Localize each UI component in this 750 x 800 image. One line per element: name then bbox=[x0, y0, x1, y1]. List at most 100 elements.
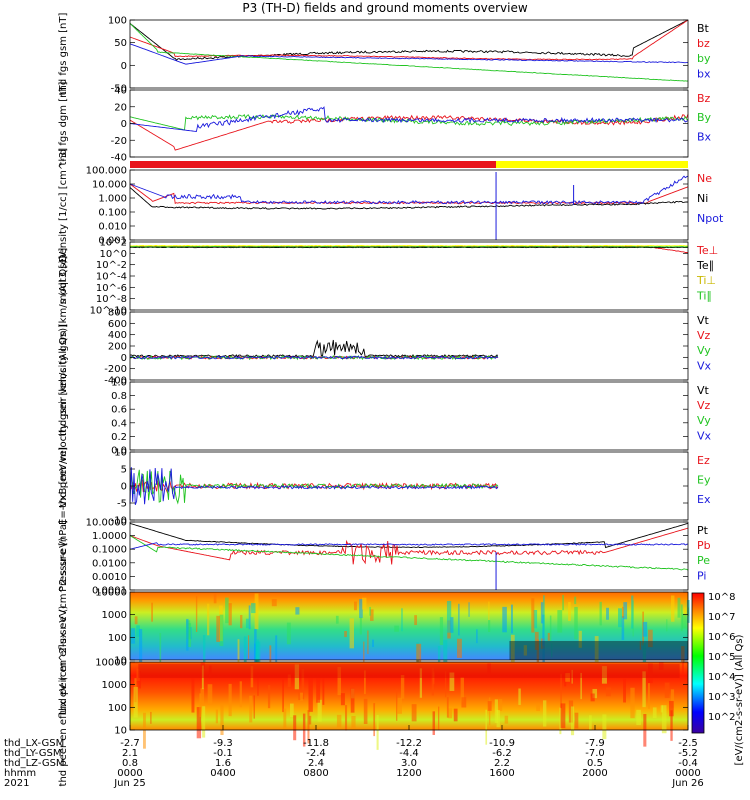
heatmap-streak bbox=[574, 712, 579, 729]
heatmap-streak bbox=[361, 597, 367, 610]
legend-bz: bz bbox=[697, 37, 710, 50]
colorbar-tick-label: 10^7 bbox=[708, 612, 735, 623]
x-unit-label: hhmm bbox=[4, 768, 36, 779]
heatmap-band bbox=[138, 664, 680, 678]
y-tick-label: 600 bbox=[108, 319, 127, 330]
x-tick-label: 0000 bbox=[675, 768, 700, 779]
ephemeris-value: -0.4 bbox=[678, 758, 698, 769]
y-tick-label: 0 bbox=[121, 482, 127, 493]
heatmap-streak bbox=[549, 615, 552, 641]
y-tick-label: 10 bbox=[114, 448, 127, 459]
colorbar-tick-label: 10^4 bbox=[708, 672, 735, 683]
heatmap-streak bbox=[448, 708, 453, 719]
series-line-Ex bbox=[129, 467, 499, 505]
y-tick-label: 0.0010 bbox=[92, 572, 127, 583]
heatmap-streak bbox=[243, 636, 247, 663]
y-tick-label: 0.2 bbox=[111, 432, 127, 443]
heatmap-streak bbox=[363, 641, 365, 673]
y-tick-label: 10 bbox=[114, 656, 127, 667]
heatmap-streak bbox=[534, 631, 539, 650]
y-tick-label: 0.0001 bbox=[92, 586, 127, 597]
y-tick-label: 0.1000 bbox=[92, 545, 127, 556]
legend-Te∥: Te∥ bbox=[696, 259, 714, 272]
y-tick-label: 10000 bbox=[95, 658, 127, 669]
heatmap-streak bbox=[283, 708, 287, 729]
heatmap-streak bbox=[336, 714, 342, 728]
heatmap-dark-region bbox=[509, 640, 688, 660]
heatmap-streak bbox=[228, 683, 232, 717]
ephemeris-value: -9.3 bbox=[213, 738, 233, 749]
legend-By: By bbox=[697, 111, 712, 124]
series-line-bx bbox=[129, 43, 689, 65]
heatmap-streak bbox=[289, 703, 294, 718]
heatmap-streak bbox=[574, 606, 578, 640]
y-axis-label: thd peir en eflux eV (cm^2-s-sr-eV) bbox=[58, 537, 69, 715]
heatmap-streak bbox=[255, 641, 261, 669]
legend-Npot: Npot bbox=[697, 212, 724, 225]
y-tick-label: -20 bbox=[111, 136, 127, 147]
heatmap-streak bbox=[363, 698, 368, 724]
series-line-Bz bbox=[129, 114, 689, 151]
heatmap-streak bbox=[299, 692, 303, 701]
heatmap-streak bbox=[680, 604, 683, 632]
legend-Ex: Ex bbox=[697, 493, 711, 506]
heatmap-streak bbox=[251, 603, 256, 614]
legend-Vt: Vt bbox=[697, 314, 710, 327]
heatmap-streak bbox=[322, 678, 325, 705]
y-tick-label: 0.0100 bbox=[92, 558, 127, 569]
mode-bar bbox=[130, 161, 688, 168]
y-tick-label: -50 bbox=[111, 84, 127, 95]
ephemeris-value: 2.4 bbox=[308, 758, 324, 769]
heatmap-streak bbox=[134, 616, 138, 625]
y-axis-label: thd fgs dgm [nT] bbox=[58, 81, 69, 165]
series-line-Bx bbox=[129, 106, 689, 133]
heatmap-streak bbox=[207, 684, 213, 706]
panel-frame bbox=[129, 19, 689, 89]
y-tick-label: 0.0 bbox=[111, 446, 127, 457]
ephemeris-label: thd_LX-GSM bbox=[4, 738, 64, 749]
series-line-bz bbox=[129, 19, 689, 61]
heatmap-streak bbox=[196, 707, 202, 739]
x-tick-label: 1600 bbox=[489, 768, 514, 779]
y-axis-label: E=-VxB [mV/m] bbox=[58, 447, 69, 525]
heatmap-streak bbox=[400, 675, 405, 699]
heatmap-streak bbox=[416, 643, 422, 671]
heatmap-streak bbox=[536, 703, 540, 712]
heatmap-streak bbox=[396, 689, 398, 721]
ephemeris-value: -2.5 bbox=[678, 738, 698, 749]
ephemeris-value: -4.4 bbox=[399, 748, 419, 759]
heatmap-streak bbox=[449, 672, 455, 691]
legend-Ni: Ni bbox=[697, 192, 708, 205]
ephemeris-value: 3.0 bbox=[401, 758, 417, 769]
panel-9: 10000 1000 100 10 thd peir en eflux eV (cm^2… bbox=[58, 537, 690, 715]
y-tick-label: 1.0000 bbox=[92, 531, 127, 542]
heatmap-streak bbox=[623, 678, 626, 703]
panel-frame bbox=[129, 311, 689, 381]
heatmap-streak bbox=[669, 700, 674, 717]
heatmap-streak bbox=[453, 708, 458, 722]
y-tick-label: 10^-2 bbox=[96, 260, 127, 271]
colorbar-label: [eV/(cm2-s-sr-eV)] (All Qs) bbox=[734, 634, 745, 765]
heatmap-streak bbox=[542, 614, 545, 646]
heatmap-streak bbox=[623, 602, 628, 620]
ephemeris-label: thd_LZ-GSM bbox=[4, 758, 65, 769]
panel-2: 40 20 0 -20 -40 thd fgs dgm [nT] Bz By Bx bbox=[58, 81, 712, 165]
y-tick-label: -400 bbox=[104, 376, 127, 387]
heatmap-streak bbox=[540, 602, 544, 624]
heatmap-streak bbox=[498, 698, 503, 711]
heatmap-streak bbox=[364, 670, 366, 695]
y-tick-label: 0.100 bbox=[98, 208, 127, 219]
ephemeris-value: 2.1 bbox=[122, 748, 138, 759]
heatmap-streak bbox=[401, 608, 403, 632]
heatmap-streak bbox=[438, 706, 440, 730]
legend-Pt: Pt bbox=[697, 524, 709, 537]
series-line-by bbox=[129, 23, 689, 82]
y-axis-label: thd peer velocity gsm [km/s (All Qs)] bbox=[58, 324, 69, 508]
heatmap-streak bbox=[186, 618, 189, 651]
x-date-label: Jun 26 bbox=[671, 778, 704, 789]
series-line-Pi bbox=[129, 542, 689, 550]
y-tick-label: 0.6 bbox=[111, 405, 127, 416]
heatmap-streak bbox=[664, 682, 670, 698]
